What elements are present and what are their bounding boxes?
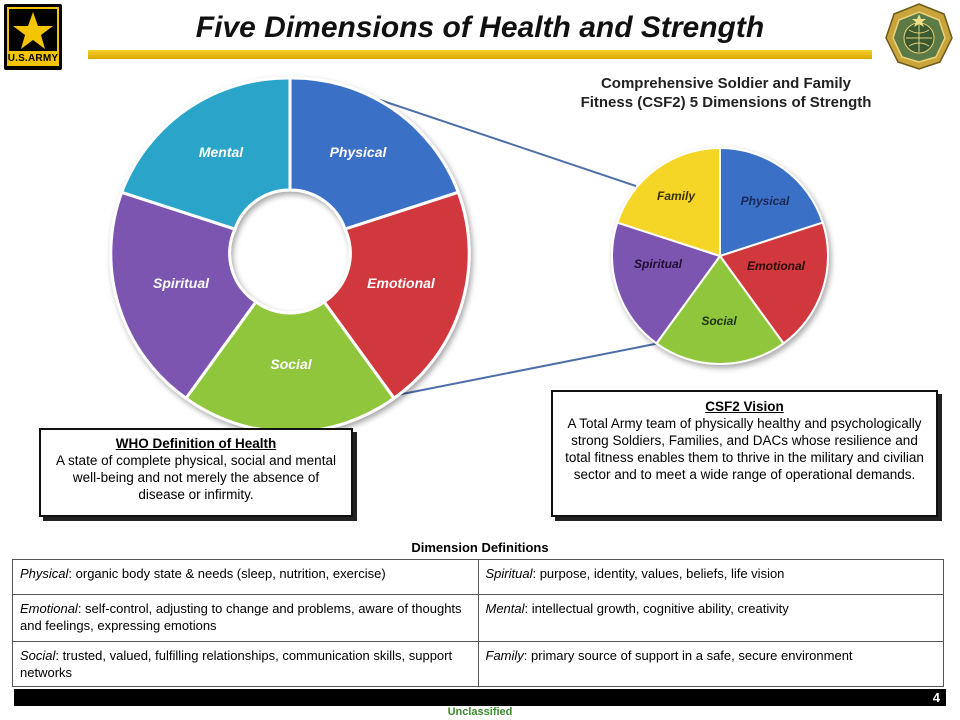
page-number: 4 (932, 690, 940, 705)
ring-segment-spiritual (109, 190, 259, 401)
term-text: : primary source of support in a safe, s… (523, 648, 853, 663)
pie-label-physical: Physical (741, 194, 790, 208)
pie-label-social: Social (701, 314, 737, 328)
pie-segment-spiritual (610, 221, 722, 345)
connector-line-bottom (381, 342, 661, 399)
army-crest-emblem-icon (885, 3, 953, 70)
ring-label-mental: Mental (199, 144, 244, 160)
term-label: Social (20, 648, 56, 663)
csf2-pie (610, 146, 830, 366)
ring-label-spiritual: Spiritual (153, 275, 210, 291)
table-cell: Mental: intellectual growth, cognitive a… (477, 594, 944, 642)
pie-segment-family (616, 146, 721, 258)
pie-label-emotional: Emotional (747, 259, 806, 273)
table-row: Social: trusted, valued, fulfilling rela… (12, 641, 944, 687)
who-definition-text: A state of complete physical, social and… (56, 453, 336, 502)
dimensions-diagram: Physical Emotional Social Spiritual Ment… (109, 76, 830, 434)
ring-segment-mental (119, 76, 292, 231)
term-text: : organic body state & needs (sleep, nut… (68, 566, 386, 581)
term-label: Emotional (20, 601, 78, 616)
term-text: : intellectual growth, cognitive ability… (524, 601, 789, 616)
ring-segment-social (183, 299, 397, 434)
footer-bar (14, 689, 946, 706)
page-title: Five Dimensions of Health and Strength (195, 11, 765, 44)
pie-segment-physical (719, 146, 824, 258)
table-cell: Spiritual: purpose, identity, values, be… (477, 559, 944, 595)
ring-label-social: Social (270, 356, 312, 372)
connector-line-top (379, 99, 637, 187)
who-definition-box: WHO Definition of Health A state of comp… (39, 428, 353, 517)
table-cell: Physical: organic body state & needs (sl… (12, 559, 479, 595)
term-text: : trusted, valued, fulfilling relationsh… (20, 648, 453, 680)
pie-segment-social (655, 254, 785, 366)
definitions-table: Physical: organic body state & needs (sl… (12, 559, 944, 687)
pie-label-spiritual: Spiritual (634, 257, 683, 271)
who-health-ring (109, 76, 471, 434)
ring-segment-physical (288, 76, 461, 231)
pie-segment-emotional (718, 221, 830, 345)
ring-label-physical: Physical (330, 144, 388, 160)
ring-segment-emotional (321, 190, 471, 401)
classification-label: Unclassified (447, 706, 513, 718)
logo-text: U.S.ARMY (7, 52, 59, 66)
who-definition-title: WHO Definition of Health (115, 436, 277, 451)
term-label: Spiritual (485, 566, 533, 581)
csf2-vision-box: CSF2 Vision A Total Army team of physica… (551, 390, 938, 517)
pie-label-family: Family (657, 189, 696, 203)
csf2-heading: Comprehensive Soldier and Family Fitness… (580, 75, 872, 111)
csf2-vision-text: A Total Army team of physically healthy … (565, 416, 924, 482)
term-text: : self-control, adjusting to change and … (20, 601, 462, 633)
term-text: : purpose, identity, values, beliefs, li… (532, 566, 785, 581)
army-star-icon (7, 7, 59, 53)
table-row: Physical: organic body state & needs (sl… (12, 559, 944, 595)
table-cell: Family: primary source of support in a s… (477, 641, 944, 687)
term-label: Physical (20, 566, 69, 581)
table-row: Emotional: self-control, adjusting to ch… (12, 594, 944, 642)
table-cell: Social: trusted, valued, fulfilling rela… (12, 641, 479, 687)
ring-label-emotional: Emotional (367, 275, 436, 291)
csf2-vision-title: CSF2 Vision (705, 399, 784, 414)
term-label: Family (485, 648, 524, 663)
definitions-heading: Dimension Definitions (411, 540, 549, 555)
term-label: Mental (485, 601, 525, 616)
us-army-logo: U.S.ARMY (4, 4, 62, 70)
table-cell: Emotional: self-control, adjusting to ch… (12, 594, 479, 642)
title-underline (88, 50, 872, 59)
